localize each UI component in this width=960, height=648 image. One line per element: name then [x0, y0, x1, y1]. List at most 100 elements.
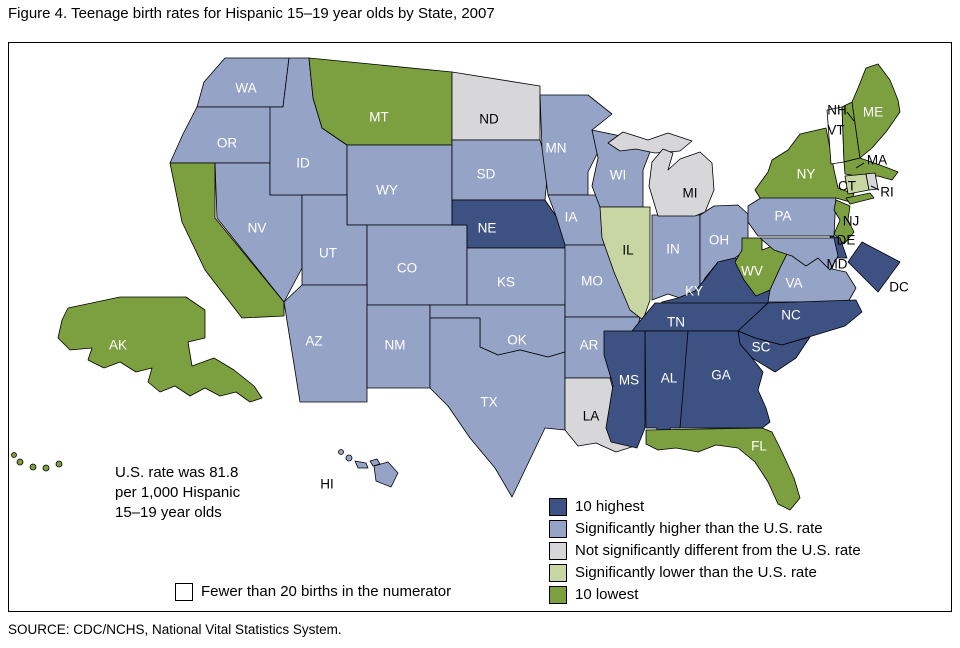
state-MS: [603, 330, 646, 449]
state-label-NH: NH: [827, 103, 847, 118]
state-label-KS: KS: [497, 275, 515, 290]
state-AK-island: [55, 460, 63, 468]
state-HI-island: [338, 449, 344, 455]
state-label-NV: NV: [248, 221, 267, 236]
state-label-PA: PA: [774, 209, 791, 224]
state-label-KY: KY: [685, 284, 703, 299]
state-label-WI: WI: [610, 168, 627, 183]
state-label-IA: IA: [565, 210, 578, 225]
legend: 10 highest Significantly higher than the…: [549, 496, 861, 606]
legend-label: 10 lowest: [575, 586, 639, 603]
state-label-NM: NM: [385, 338, 406, 353]
state-label-RI: RI: [880, 185, 894, 200]
state-AK: [57, 296, 263, 403]
state-label-WA: WA: [235, 81, 256, 96]
legend-item-not-significant: Not significantly different from the U.S…: [549, 540, 861, 562]
state-label-ID: ID: [296, 156, 310, 171]
state-label-NY: NY: [797, 167, 816, 182]
us-choropleth-map: WA OR CA NV ID MT WY UT CO AZ NM ND SD NE KS OK TX MN IA MO…: [11, 57, 909, 511]
legend-item-significantly-lower: Significantly lower than the U.S. rate: [549, 562, 861, 584]
state-label-MA: MA: [867, 153, 887, 168]
state-label-MS: MS: [619, 373, 639, 388]
state-AZ: [283, 284, 368, 403]
state-label-ME: ME: [863, 105, 883, 120]
state-HI: [354, 460, 369, 469]
state-AK-island: [11, 452, 17, 458]
state-IL: [599, 206, 651, 321]
state-label-MT: MT: [369, 110, 389, 125]
state-label-OH: OH: [709, 233, 729, 248]
state-ND: [451, 71, 541, 141]
state-label-OK: OK: [507, 333, 527, 348]
legend-label: 10 highest: [575, 498, 645, 515]
state-HI-island: [345, 454, 353, 462]
state-label-CO: CO: [397, 261, 417, 276]
state-HI: [373, 461, 399, 488]
map-panel: WA OR CA NV ID MT WY UT CO AZ NM ND SD NE KS OK TX MN IA MO…: [8, 42, 952, 612]
source-note: SOURCE: CDC/NCHS, National Vital Statist…: [8, 622, 342, 637]
state-label-MN: MN: [546, 141, 567, 156]
state-MI: [607, 131, 693, 154]
state-label-NJ: NJ: [843, 214, 860, 229]
state-MD: [759, 237, 839, 271]
state-label-AR: AR: [580, 338, 599, 353]
state-PA: [747, 195, 837, 237]
state-label-VA: VA: [785, 276, 802, 291]
legend-item-significantly-higher: Significantly higher than the U.S. rate: [549, 518, 861, 540]
state-label-MO: MO: [581, 274, 603, 289]
state-FL: [645, 427, 801, 511]
state-AK-island: [42, 464, 50, 472]
legend-label: Fewer than 20 births in the numerator: [201, 583, 452, 600]
legend-label: Significantly higher than the U.S. rate: [575, 520, 823, 537]
state-label-TX: TX: [480, 395, 497, 410]
state-label-MI: MI: [683, 186, 698, 201]
state-SD: [451, 139, 549, 201]
state-label-IN: IN: [666, 242, 680, 257]
state-label-NE: NE: [478, 221, 497, 236]
us-rate-note-line2: per 1,000 Hispanic: [115, 484, 241, 501]
legend-item-10-highest: 10 highest: [549, 496, 861, 518]
state-label-CT: CT: [838, 179, 856, 194]
state-label-SD: SD: [477, 167, 496, 182]
state-label-IL: IL: [622, 243, 634, 258]
state-label-WY: WY: [376, 183, 398, 198]
legend-item-10-lowest: 10 lowest: [549, 584, 861, 606]
legend-label: Significantly lower than the U.S. rate: [575, 564, 817, 581]
state-label-SC: SC: [752, 340, 771, 355]
state-label-ND: ND: [479, 112, 499, 127]
state-ME: [851, 63, 901, 159]
state-label-UT: UT: [319, 246, 337, 261]
state-KS: [466, 247, 569, 306]
state-label-NC: NC: [781, 308, 801, 323]
figure-title: Figure 4. Teenage birth rates for Hispan…: [8, 5, 495, 22]
state-label-VT: VT: [827, 123, 844, 138]
state-label-WV: WV: [741, 264, 763, 279]
legend-label: Not significantly different from the U.S…: [575, 542, 861, 559]
state-label-AL: AL: [661, 371, 678, 386]
label-leader-line: [855, 162, 865, 169]
state-label-TN: TN: [667, 315, 685, 330]
state-label-MD: MD: [827, 257, 848, 272]
legend-swatch-significantly-higher: [549, 520, 567, 538]
legend-swatch-significantly-lower: [549, 564, 567, 582]
legend-item-few-births: Fewer than 20 births in the numerator: [175, 581, 451, 603]
us-rate-note-line3: 15–19 year olds: [115, 504, 222, 521]
state-NE: [451, 199, 569, 249]
state-CA: [169, 162, 285, 319]
state-label-DE: DE: [837, 233, 856, 248]
state-DC: [847, 241, 901, 293]
legend-swatch-not-significant: [549, 542, 567, 560]
label-leader-line: [870, 185, 880, 191]
legend-swatch-few-births: [175, 583, 193, 601]
label-leader-line: [846, 111, 855, 122]
state-AK-island: [16, 458, 24, 466]
us-rate-note-line1: U.S. rate was 81.8: [115, 464, 239, 481]
legend-swatch-10-lowest: [549, 586, 567, 604]
state-label-OR: OR: [217, 136, 238, 151]
state-label-GA: GA: [711, 368, 731, 383]
state-label-LA: LA: [583, 409, 600, 424]
state-WY: [346, 144, 453, 226]
state-label-FL: FL: [751, 439, 767, 454]
state-label-CA: CA: [187, 265, 206, 280]
